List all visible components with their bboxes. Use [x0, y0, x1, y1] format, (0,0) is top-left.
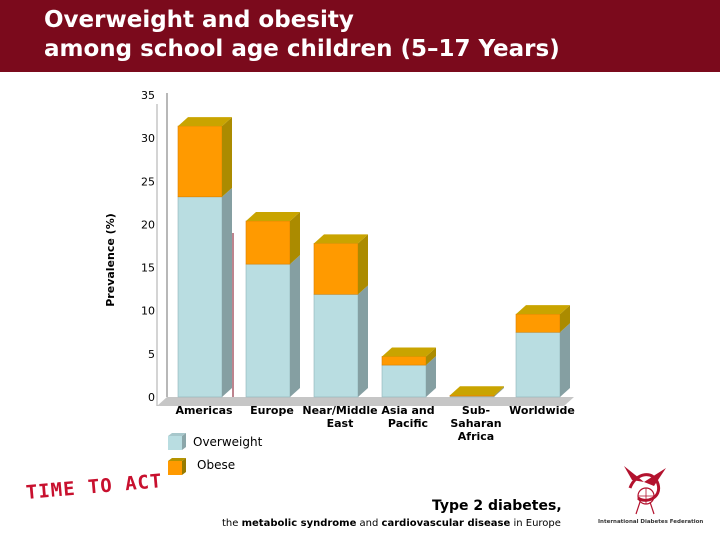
chart-floor — [157, 397, 574, 406]
legend-swatch-obese — [168, 461, 182, 475]
bar-overweight-0 — [177, 196, 223, 398]
bar-overweight-side-3 — [426, 356, 436, 397]
bar-overweight-side-0 — [222, 187, 232, 397]
idf-logo-text: International Diabetes Federation — [598, 519, 704, 525]
bar-obese-0 — [177, 125, 223, 198]
bar-obese-side-0 — [222, 117, 232, 197]
bar-top-face-0 — [178, 117, 232, 127]
y-tick-label-2: 10 — [141, 305, 155, 318]
x-tick-label-2-0: Near/Middle — [302, 404, 377, 417]
footer-sub-part5: in Europe — [510, 518, 561, 529]
y-tick-label-0: 0 — [148, 391, 155, 404]
bar-overweight-side-2 — [358, 285, 368, 397]
x-tick-label-0-0: Americas — [175, 404, 233, 417]
bar-obese-side-3 — [426, 347, 436, 366]
bar-obese-2 — [313, 243, 359, 295]
bar-overweight-2 — [313, 294, 359, 398]
footer-sub-part3: and — [356, 518, 382, 529]
x-tick-label-3-1: Pacific — [388, 417, 428, 430]
footer-subtitle: the metabolic syndrome and cardiovascula… — [222, 518, 561, 529]
y-tick-label-6: 30 — [141, 132, 155, 145]
bar-overweight-side-5 — [560, 323, 570, 397]
x-tick-label-4-1: Saharan — [450, 417, 501, 430]
x-tick-label-2-1: East — [327, 417, 354, 430]
bar-top-face-2 — [314, 234, 368, 244]
legend-swatch-overweight-top — [168, 433, 186, 436]
title-bar: Overweight and obesity among school age … — [0, 0, 720, 72]
x-tick-label-5-0: Worldwide — [509, 404, 575, 417]
legend-label-overweight: Overweight — [193, 435, 263, 449]
legend-swatch-overweight-side — [182, 433, 186, 450]
bar-obese-3 — [381, 356, 427, 366]
bar-top-face-3 — [382, 347, 436, 357]
slide-title: Overweight and obesity among school age … — [44, 6, 684, 64]
x-tick-label-3-0: Asia and — [381, 404, 434, 417]
y-axis-title: Prevalence (%) — [104, 213, 117, 307]
bar-obese-side-4 — [494, 386, 504, 397]
bar-overweight-5 — [515, 331, 561, 398]
bar-overweight-side-1 — [290, 255, 300, 397]
footer-headline: Type 2 diabetes, — [432, 498, 562, 514]
legend-swatch-obese-top — [168, 458, 186, 461]
y-tick-label-1: 5 — [148, 348, 155, 361]
bar-obese-side-1 — [290, 211, 300, 265]
bar-obese-5 — [515, 313, 561, 333]
bar-top-face-4 — [450, 386, 504, 396]
legend-swatch-obese-side — [182, 458, 186, 475]
y-tick-label-7: 35 — [141, 89, 155, 102]
y-tick-label-5: 25 — [141, 175, 155, 188]
bar-obese-4 — [449, 394, 495, 397]
bar-overweight-1 — [245, 263, 291, 398]
idf-logo-icon — [624, 466, 666, 515]
slide-title-line-2: among school age children (5–17 Years) — [44, 36, 560, 62]
x-tick-label-1-0: Europe — [250, 404, 294, 417]
bar-top-face-1 — [246, 211, 300, 221]
footer-sub-part1: the — [222, 518, 242, 529]
y-tick-label-4: 20 — [141, 218, 155, 231]
legend-label-obese: Obese — [197, 458, 236, 472]
bar-obese-side-2 — [358, 234, 368, 295]
slide-title-line-1: Overweight and obesity — [44, 7, 354, 33]
bar-top-face-5 — [516, 305, 570, 315]
legend-swatch-overweight — [168, 436, 182, 450]
x-tick-label-4-2: Africa — [458, 430, 494, 443]
bar-overweight-side-4 — [494, 387, 504, 397]
bar-overweight-3 — [381, 364, 427, 398]
x-tick-label-4-0: Sub- — [462, 404, 490, 417]
bar-obese-1 — [245, 220, 291, 265]
footer-sub-part4: cardiovascular disease — [381, 518, 511, 529]
y-tick-label-3: 15 — [141, 262, 155, 275]
bar-obese-side-5 — [560, 305, 570, 333]
footer-sub-part2: metabolic syndrome — [241, 518, 357, 529]
